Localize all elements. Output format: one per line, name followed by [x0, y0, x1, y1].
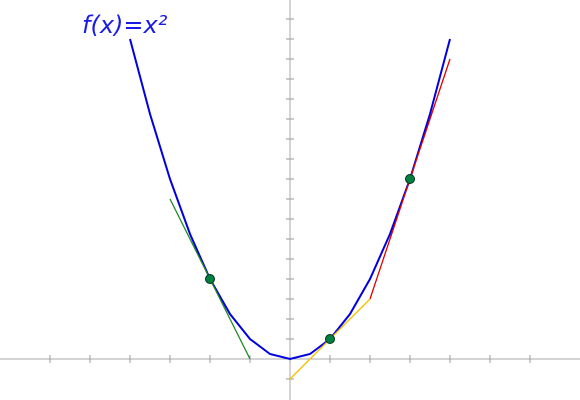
- chart-title: f(x)=x²: [82, 11, 168, 39]
- function-curve: [129, 38, 451, 361]
- point: [325, 334, 335, 344]
- point: [205, 274, 215, 284]
- point: [405, 174, 415, 184]
